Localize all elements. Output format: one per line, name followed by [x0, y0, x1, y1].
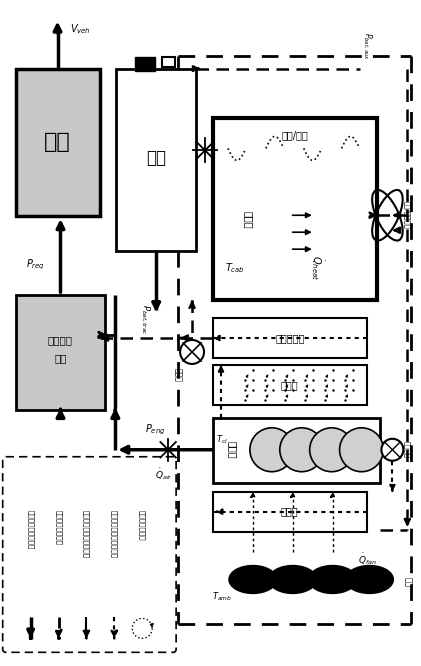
Text: 暖风/空调风扇: 暖风/空调风扇	[404, 201, 410, 229]
Text: $P_{req}$: $P_{req}$	[26, 258, 45, 272]
Bar	[16, 69, 100, 216]
Circle shape	[180, 340, 204, 364]
Text: $V_{veh}$: $V_{veh}$	[70, 22, 91, 35]
Text: $T_{cab}$: $T_{cab}$	[225, 261, 245, 275]
Ellipse shape	[269, 565, 317, 593]
Text: 散热器: 散热器	[281, 380, 298, 390]
Text: 动力链电功率路径: 动力链电功率路径	[55, 509, 62, 545]
Text: 车窗/车顶: 车窗/车顶	[281, 131, 308, 141]
Text: 驾驶舱: 驾驶舱	[243, 211, 253, 229]
Bar	[162, 57, 175, 67]
Text: 车轮: 车轮	[44, 133, 71, 153]
Text: 电子水泵: 电子水泵	[404, 442, 410, 458]
Bar	[213, 119, 378, 300]
Bar	[135, 57, 155, 71]
Text: 环境热传递路径: 环境热传递路径	[139, 509, 146, 540]
Text: 风扇: 风扇	[403, 577, 412, 587]
Text: 动力链机械功率路径: 动力链机械功率路径	[27, 509, 34, 549]
Text: $P_{bat,trac}$: $P_{bat,trac}$	[139, 304, 152, 336]
Circle shape	[250, 428, 294, 472]
Bar	[16, 295, 105, 410]
Text: $\dot{Q}_{air}$: $\dot{Q}_{air}$	[155, 467, 173, 482]
Text: $T_{cl}$: $T_{cl}$	[216, 434, 228, 446]
Text: 暖气加热器: 暖气加热器	[275, 333, 304, 343]
Text: 散热器: 散热器	[281, 507, 298, 517]
Ellipse shape	[346, 565, 393, 593]
Circle shape	[310, 428, 354, 472]
Text: $P_{bat,aux}$: $P_{bat,aux}$	[361, 31, 373, 59]
Circle shape	[340, 428, 384, 472]
Bar	[213, 418, 381, 483]
Bar	[213, 318, 368, 358]
Text: 功率汇流: 功率汇流	[48, 335, 73, 345]
Text: 热力链驾驶舱热循环路径: 热力链驾驶舱热循环路径	[111, 509, 117, 557]
Ellipse shape	[229, 565, 277, 593]
Text: $P_{eng}$: $P_{eng}$	[145, 423, 165, 437]
Bar	[116, 69, 196, 251]
Text: 循环阀: 循环阀	[173, 368, 183, 382]
Text: 热力链发动机热循环路径: 热力链发动机热循环路径	[83, 509, 90, 557]
Text: $T_{amb}$: $T_{amb}$	[212, 590, 232, 603]
Text: 装置: 装置	[54, 353, 67, 363]
Circle shape	[381, 439, 403, 461]
Bar	[213, 365, 368, 405]
Text: $\dot{Q}_{fan}$: $\dot{Q}_{fan}$	[358, 551, 377, 567]
Text: $\dot{Q}_{heat}$: $\dot{Q}_{heat}$	[309, 256, 326, 281]
Circle shape	[280, 428, 324, 472]
Text: 电池: 电池	[146, 149, 166, 167]
Text: 发动机: 发动机	[227, 441, 237, 459]
Bar	[213, 492, 368, 531]
Ellipse shape	[309, 565, 357, 593]
